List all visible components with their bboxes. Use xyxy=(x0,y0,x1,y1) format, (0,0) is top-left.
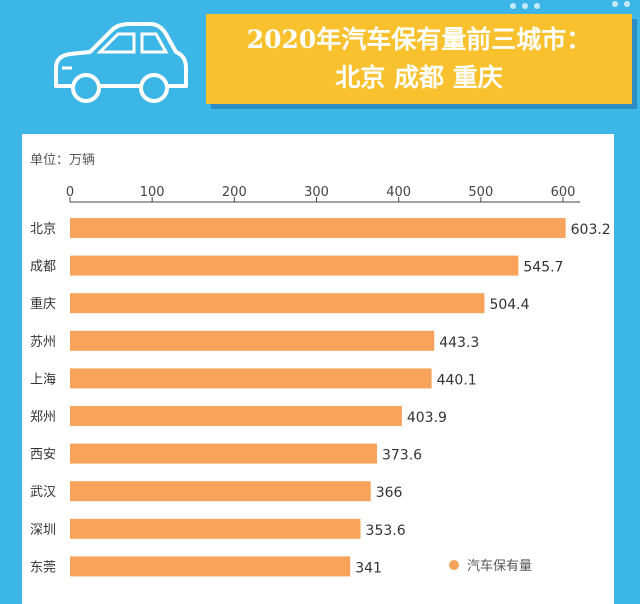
unit-label: 单位：万辆 xyxy=(30,153,96,168)
bar xyxy=(70,330,435,351)
title-line-2: 北京 成都 重庆 xyxy=(335,63,503,92)
title-banner: 2020年汽车保有量前三城市： 北京 成都 重庆 xyxy=(206,14,632,104)
bar xyxy=(70,218,566,238)
bar xyxy=(70,293,485,314)
category-label: 苏州 xyxy=(30,334,56,350)
category-label: 重庆 xyxy=(30,296,56,312)
x-tick-label: 300 xyxy=(304,185,329,200)
category-label: 武汉 xyxy=(30,485,56,500)
bar xyxy=(70,481,371,502)
category-label: 北京 xyxy=(30,222,56,237)
x-tick-label: 0 xyxy=(66,185,74,200)
value-label: 403.9 xyxy=(407,410,447,426)
category-label: 成都 xyxy=(30,260,56,275)
title-line-1: 2020年汽车保有量前三城市： xyxy=(246,25,592,54)
value-label: 443.3 xyxy=(439,335,479,351)
x-tick-label: 100 xyxy=(140,185,165,200)
value-label: 341 xyxy=(355,560,382,576)
category-label: 深圳 xyxy=(30,523,56,538)
value-label: 366 xyxy=(376,485,403,501)
x-tick-label: 200 xyxy=(222,185,247,200)
bar xyxy=(70,406,402,426)
category-label: 西安 xyxy=(30,448,56,463)
value-label: 603.2 xyxy=(571,222,611,238)
legend-label: 汽车保有量 xyxy=(467,558,532,574)
bar xyxy=(70,518,361,539)
category-label: 上海 xyxy=(30,372,56,387)
category-label: 郑州 xyxy=(30,410,56,425)
bar xyxy=(70,255,519,276)
value-label: 504.4 xyxy=(489,297,529,313)
x-tick-label: 600 xyxy=(551,185,576,200)
car-icon xyxy=(54,22,188,103)
decorative-dots-icon xyxy=(510,1,630,9)
value-label: 373.6 xyxy=(382,448,422,464)
x-tick-label: 400 xyxy=(386,185,411,200)
bar xyxy=(70,368,432,389)
category-label: 东莞 xyxy=(30,560,56,575)
value-label: 353.6 xyxy=(366,523,406,539)
bar xyxy=(70,556,351,577)
value-label: 545.7 xyxy=(523,260,563,276)
legend-swatch xyxy=(449,560,459,570)
value-label: 440.1 xyxy=(437,372,477,388)
bar xyxy=(70,443,377,464)
x-tick-label: 500 xyxy=(468,185,493,200)
